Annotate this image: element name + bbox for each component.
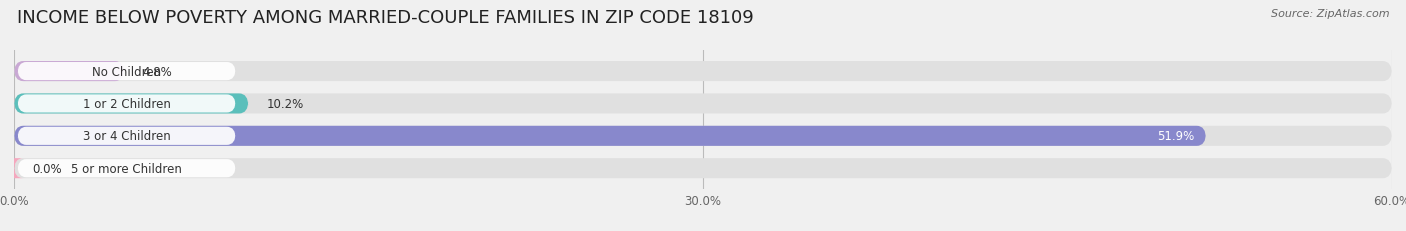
Text: 4.8%: 4.8% <box>142 65 173 78</box>
FancyBboxPatch shape <box>14 94 1392 114</box>
FancyBboxPatch shape <box>14 62 1392 82</box>
FancyBboxPatch shape <box>6 158 24 179</box>
FancyBboxPatch shape <box>17 159 236 177</box>
Text: 5 or more Children: 5 or more Children <box>72 162 181 175</box>
Text: 3 or 4 Children: 3 or 4 Children <box>83 130 170 143</box>
FancyBboxPatch shape <box>17 127 236 145</box>
FancyBboxPatch shape <box>14 94 249 114</box>
FancyBboxPatch shape <box>17 95 236 113</box>
Text: 0.0%: 0.0% <box>32 162 62 175</box>
Text: 1 or 2 Children: 1 or 2 Children <box>83 97 170 110</box>
Text: INCOME BELOW POVERTY AMONG MARRIED-COUPLE FAMILIES IN ZIP CODE 18109: INCOME BELOW POVERTY AMONG MARRIED-COUPL… <box>17 9 754 27</box>
Text: 51.9%: 51.9% <box>1157 130 1195 143</box>
FancyBboxPatch shape <box>14 158 1392 179</box>
Text: No Children: No Children <box>91 65 162 78</box>
FancyBboxPatch shape <box>14 126 1206 146</box>
FancyBboxPatch shape <box>14 62 124 82</box>
FancyBboxPatch shape <box>14 126 1392 146</box>
Text: 10.2%: 10.2% <box>267 97 304 110</box>
Text: Source: ZipAtlas.com: Source: ZipAtlas.com <box>1271 9 1389 19</box>
FancyBboxPatch shape <box>17 63 236 81</box>
